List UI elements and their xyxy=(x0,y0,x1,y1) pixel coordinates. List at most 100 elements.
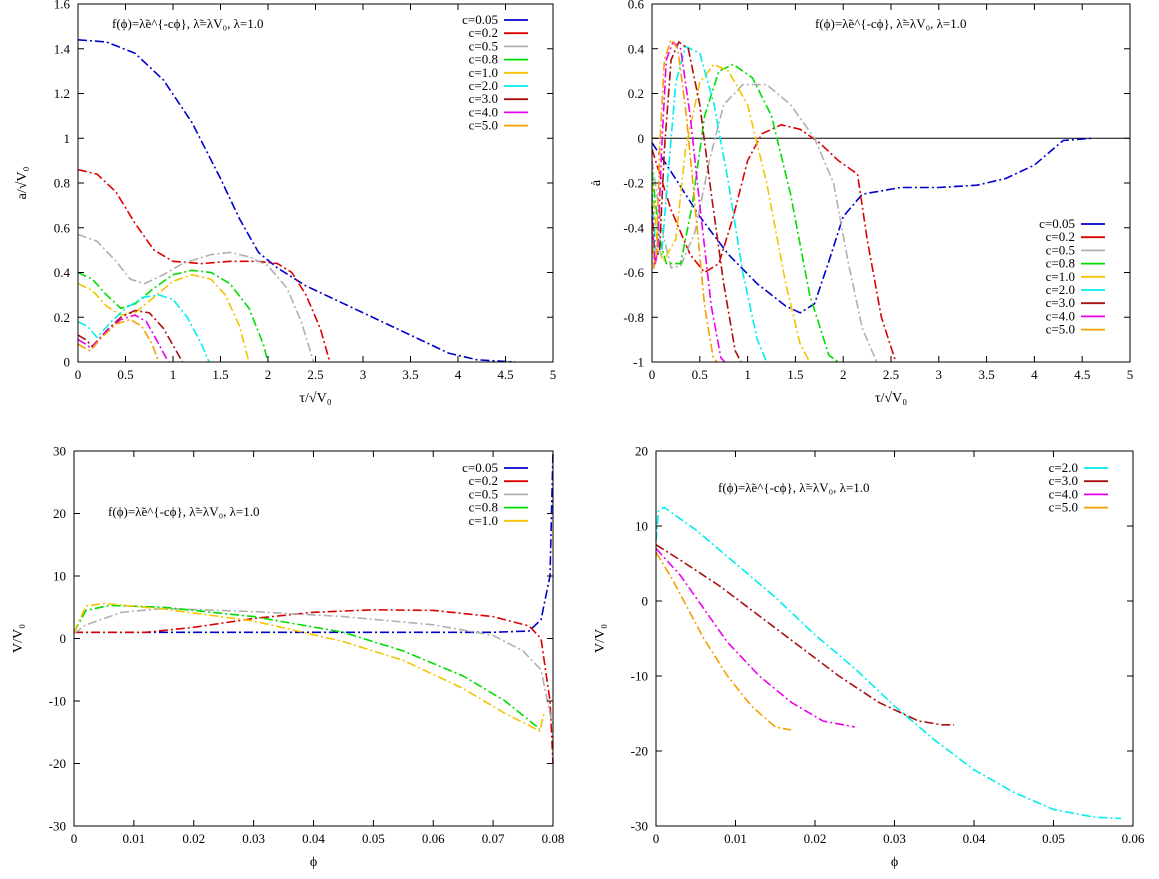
legend-label: c=0.2 xyxy=(1046,229,1075,244)
series-line-c30 xyxy=(77,309,184,363)
x-tick-label: 2.5 xyxy=(307,367,323,382)
x-tick-label: 0.08 xyxy=(542,831,565,846)
legend-label: c=4.0 xyxy=(1049,486,1078,501)
y-tick-label: -20 xyxy=(49,756,66,771)
legend-label: c=1.0 xyxy=(469,65,498,80)
legend: c=0.05c=0.2c=0.5c=0.8c=1.0 xyxy=(462,460,528,528)
formula-annotation: f(ϕ)=λ̃e^{-cϕ}, λ̃=λV₀, λ=1.0 xyxy=(108,504,260,519)
legend-label: c=0.2 xyxy=(469,25,498,40)
x-tick-label: 0.5 xyxy=(692,367,708,382)
series-line-c10 xyxy=(651,63,811,363)
x-tick-label: 4 xyxy=(1031,367,1038,382)
legend-label: c=0.8 xyxy=(469,52,498,67)
series-line-c08 xyxy=(77,269,269,363)
x-tick-label: 0 xyxy=(71,831,78,846)
x-tick-label: 0.04 xyxy=(963,831,986,846)
series-line-c05 xyxy=(77,233,315,363)
legend-label: c=0.5 xyxy=(469,486,498,501)
y-axis-label: a/√V₀ xyxy=(15,166,30,199)
legend-label: c=0.05 xyxy=(462,12,498,27)
y-axis-label: ȧ xyxy=(589,179,604,186)
legend-label: c=3.0 xyxy=(469,91,498,106)
legend-label: c=0.8 xyxy=(1046,256,1075,271)
y-tick-label: -10 xyxy=(49,694,66,709)
y-tick-label: 20 xyxy=(635,444,648,459)
x-tick-label: 0.05 xyxy=(1042,831,1065,846)
x-tick-label: 4 xyxy=(455,367,462,382)
legend-label: c=0.5 xyxy=(1046,242,1075,257)
x-tick-label: 2 xyxy=(840,367,847,382)
x-tick-label: 1.5 xyxy=(212,367,228,382)
x-tick-label: 0 xyxy=(649,367,656,382)
x-tick-label: 0 xyxy=(75,367,82,382)
y-tick-label: 1.4 xyxy=(54,41,71,56)
series-line-c50 xyxy=(77,318,160,363)
series-line-c05 xyxy=(73,607,554,727)
x-tick-label: 5 xyxy=(1127,367,1134,382)
x-axis-label: τ/√V₀ xyxy=(875,391,907,406)
series-line-c005 xyxy=(77,39,516,363)
x-tick-label: 4.5 xyxy=(1074,367,1090,382)
legend-label: c=4.0 xyxy=(469,104,498,119)
y-tick-label: 0.2 xyxy=(54,310,70,325)
legend: c=0.05c=0.2c=0.5c=0.8c=1.0c=2.0c=3.0c=4.… xyxy=(1039,216,1105,337)
series-line-c10 xyxy=(73,602,545,732)
x-tick-label: 0.04 xyxy=(302,831,325,846)
x-tick-label: 0.05 xyxy=(362,831,385,846)
series-line-c005 xyxy=(651,137,1092,314)
legend-label: c=1.0 xyxy=(469,513,498,528)
formula-annotation: f(ϕ)=λ̃e^{-cϕ}, λ̃=λV₀, λ=1.0 xyxy=(718,480,870,495)
x-tick-label: 3 xyxy=(360,367,367,382)
x-tick-label: 0.07 xyxy=(482,831,505,846)
y-tick-label: 0 xyxy=(642,594,649,609)
legend-label: c=0.5 xyxy=(469,38,498,53)
series-line-c005 xyxy=(74,450,554,634)
y-tick-label: -30 xyxy=(49,819,66,834)
x-tick-label: 3.5 xyxy=(402,367,418,382)
legend-label: c=5.0 xyxy=(1046,322,1075,337)
x-tick-label: 2.5 xyxy=(883,367,899,382)
x-tick-label: 0.06 xyxy=(1122,831,1145,846)
y-tick-label: -1 xyxy=(633,355,644,370)
y-tick-label: 0 xyxy=(60,631,67,646)
y-tick-label: 0.6 xyxy=(54,220,71,235)
legend-label: c=0.8 xyxy=(469,500,498,515)
y-tick-label: 0.8 xyxy=(54,176,70,191)
legend-label: c=1.0 xyxy=(1046,269,1075,284)
y-tick-label: 30 xyxy=(53,444,66,459)
series-line-c40 xyxy=(77,314,170,363)
y-tick-label: 0 xyxy=(64,355,71,370)
legend-label: c=3.0 xyxy=(1049,473,1078,488)
y-tick-label: 0 xyxy=(638,131,645,146)
series-line-c20 xyxy=(655,506,1122,820)
series-line-c50 xyxy=(655,551,792,731)
x-tick-label: 0.03 xyxy=(883,831,906,846)
series-line-c30 xyxy=(651,41,742,363)
y-tick-label: 0.4 xyxy=(54,265,71,280)
series-line-c50 xyxy=(651,38,718,363)
x-tick-label: 0.5 xyxy=(117,367,133,382)
x-tick-label: 0.01 xyxy=(724,831,747,846)
x-tick-label: 0.06 xyxy=(422,831,445,846)
legend-label: c=0.05 xyxy=(1039,216,1075,231)
y-tick-label: -0.2 xyxy=(623,176,644,191)
y-tick-label: 1 xyxy=(64,131,71,146)
legend-label: c=0.05 xyxy=(462,460,498,475)
legend-label: c=5.0 xyxy=(1049,500,1078,515)
x-axis-label: ϕ xyxy=(891,855,898,870)
y-tick-label: 20 xyxy=(53,506,66,521)
legend-label: c=2.0 xyxy=(1049,460,1078,475)
y-axis-label: V/V₀ xyxy=(593,624,608,653)
series-line-c10 xyxy=(77,273,250,363)
x-tick-label: 4.5 xyxy=(497,367,513,382)
legend-label: c=5.0 xyxy=(469,118,498,133)
y-axis-label: V/V₀ xyxy=(11,624,26,653)
x-axis-label: τ/√V₀ xyxy=(299,391,331,406)
legend-label: c=3.0 xyxy=(1046,295,1075,310)
legend-label: c=4.0 xyxy=(1046,308,1075,323)
series-line-c20 xyxy=(77,294,210,363)
chart-panel-3: 0 0.01 0.02 0.03 0.04 0.05 0.06 0.07 0.08 -30 -20 -… xyxy=(11,444,564,871)
y-tick-label: -0.4 xyxy=(623,220,644,235)
x-tick-label: 3.5 xyxy=(978,367,994,382)
legend-label: c=0.2 xyxy=(469,473,498,488)
